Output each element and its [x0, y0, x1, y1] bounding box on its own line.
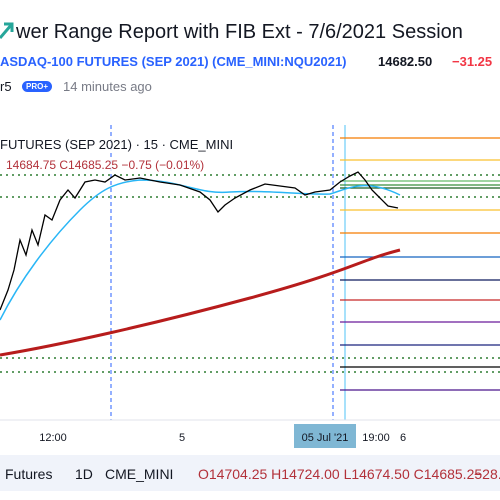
x-tick-label: 5	[179, 432, 185, 444]
pro-badge: PRO+	[22, 81, 53, 92]
x-tick-label: 19:00	[362, 432, 390, 444]
symbol-link[interactable]: ASDAQ-100 FUTURES (SEP 2021) (CME_MINI:N…	[0, 54, 347, 69]
idea-title: wer Range Report with FIB Ext - 7/6/2021…	[16, 21, 463, 43]
legend-ohlc: 14684.75 C14685.25 −0.75 (−0.01%)	[6, 158, 205, 172]
author[interactable]: r5	[0, 79, 12, 94]
bottom-symbol: Futures	[5, 466, 53, 482]
price: 14682.50	[378, 54, 433, 69]
chart: 12:00 5 05 Jul '21 19:00 6	[0, 120, 500, 450]
bottom-interval: 1D	[75, 466, 93, 482]
bottom-change: −28.5	[474, 466, 500, 482]
publish-time: 14 minutes ago	[63, 79, 152, 94]
crosshair-date: 05 Jul '21	[302, 432, 349, 444]
bottom-ohlc: O14704.25 H14724.00 L14674.50 C14685.25	[198, 466, 483, 482]
bottom-exchange: CME_MINI	[105, 466, 174, 482]
price-change: −31.25	[452, 54, 493, 69]
x-tick-label: 6	[400, 432, 406, 444]
legend: FUTURES (SEP 2021) · 15 · CME_MINI	[0, 137, 234, 152]
x-tick-label: 12:00	[39, 432, 67, 444]
arrow-icon	[0, 22, 14, 39]
bottom-bar	[0, 455, 500, 491]
